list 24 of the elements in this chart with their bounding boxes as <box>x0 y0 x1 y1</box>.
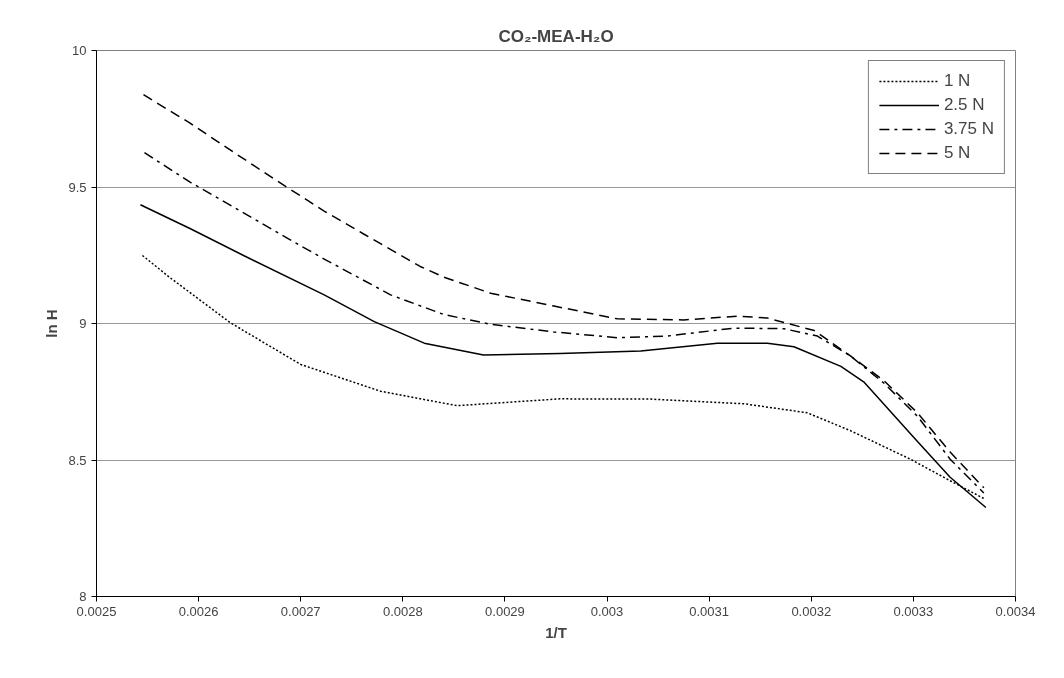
y-tick-label: 8 <box>79 589 87 604</box>
line-series <box>142 93 985 489</box>
x-tick-label: 0.0027 <box>280 603 321 619</box>
y-tick-label: 10 <box>72 43 87 58</box>
legend-label: 3.75 N <box>943 119 994 139</box>
x-tick-label: 0.0033 <box>893 603 934 619</box>
x-tick-label: 0.0029 <box>485 603 525 619</box>
x-tick-label: 0.0032 <box>791 603 832 619</box>
x-tick-label: 0.0028 <box>382 603 423 619</box>
x-tick-label: 0.0034 <box>995 603 1036 619</box>
y-tick-label: 9.5 <box>68 179 87 195</box>
x-tick-label: 0.003 <box>590 603 624 619</box>
y-tick-label: 8.5 <box>68 452 87 468</box>
legend-label: 1 N <box>943 71 971 91</box>
x-tick-label: 0.0025 <box>76 603 117 619</box>
legend-label: 5 N <box>943 143 971 163</box>
line-series <box>139 203 987 509</box>
y-axis-title: ln H <box>43 309 61 338</box>
x-tick-label: 0.0031 <box>689 603 730 619</box>
y-tick-label: 9 <box>79 316 87 331</box>
chart-title: CO₂-MEA-H₂O <box>498 26 614 46</box>
x-tick-label: 0.0026 <box>178 603 219 619</box>
legend-label: 2.5 N <box>943 95 985 115</box>
x-axis-title: 1/T <box>545 623 567 641</box>
